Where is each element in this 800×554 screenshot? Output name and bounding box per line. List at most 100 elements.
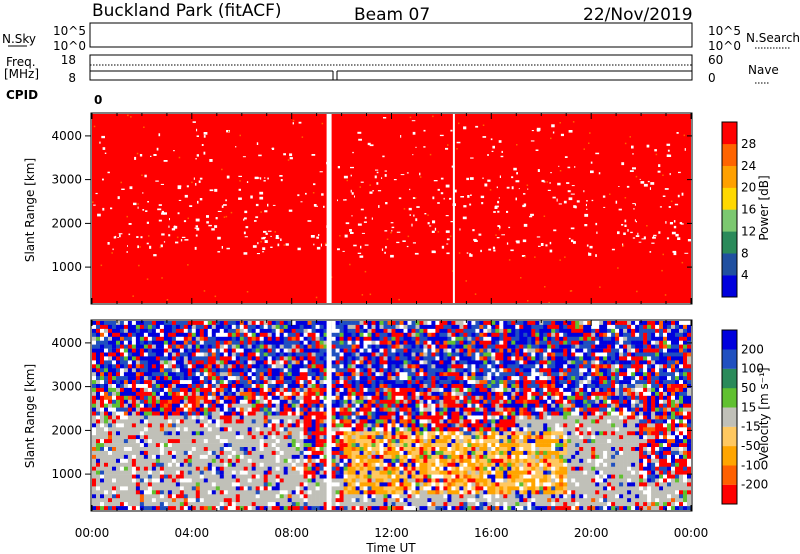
velocity-cell [207,352,213,357]
power-gap-cell [242,156,246,158]
velocity-cell [291,482,296,487]
velocity-cell [116,415,121,420]
velocity-cell [283,411,288,416]
velocity-cell [303,415,308,420]
velocity-cell [375,462,380,467]
velocity-cell [399,403,404,408]
velocity-cell [147,344,153,349]
power-gap-cell [121,188,125,190]
power-gap-cell [133,202,137,206]
power-gap-cell [221,205,224,208]
velocity-cell [403,403,408,408]
velocity-cell [295,376,300,381]
velocity-cell [275,328,280,334]
velocity-cell [239,384,245,389]
velocity-cell [191,340,197,345]
velocity-cell [235,498,241,503]
velocity-cell [259,423,264,428]
velocity-cell [319,478,324,483]
velocity-cell [407,466,412,471]
velocity-cell [195,348,201,353]
velocity-cell [351,458,356,463]
velocity-cell [307,478,312,483]
power-gap-cell [157,208,162,211]
velocity-cell [207,458,213,463]
velocity-cell [419,506,424,510]
velocity-cell [179,352,185,357]
power-gap-cell [501,234,505,236]
velocity-cell [259,458,264,463]
velocity-cell [427,336,432,341]
velocity-cell [135,458,141,463]
velocity-cell [104,482,109,487]
velocity-cell [355,486,360,491]
velocity-cell [235,450,241,456]
velocity-cell [211,454,217,460]
velocity-cell [139,470,145,475]
velocity-cell [351,502,356,507]
velocity-cell [227,328,233,334]
velocity-cell [351,360,356,365]
velocity-cell [243,344,248,349]
velocity-cell [223,328,229,334]
velocity-cell [423,443,428,448]
velocity-cell [96,372,101,377]
velocity-cell [112,368,117,373]
velocity-cell [167,431,173,436]
power-gap-cell [573,205,576,208]
velocity-cell [239,450,245,456]
velocity-cell [431,395,436,400]
velocity-cell [403,372,408,377]
velocity-cell [131,395,137,400]
power-gap-cell [406,245,409,248]
velocity-cell [239,391,245,397]
velocity-cell [151,387,157,393]
velocity-cell [271,336,276,341]
velocity-cell [215,384,221,389]
velocity-cell [427,384,432,389]
velocity-cell [315,411,320,416]
velocity-cell [116,474,121,479]
velocity-cell [319,411,324,416]
velocity-cell [403,478,408,483]
velocity-cell [371,368,376,373]
velocity-cell [163,356,169,361]
power-gap-cell [343,175,348,179]
velocity-cell [183,403,189,408]
velocity-cell [319,431,324,436]
velocity-cell [100,332,105,337]
velocity-cell [423,380,428,385]
power-gap-cell [530,140,535,142]
velocity-cell [123,482,129,487]
velocity-cell [307,348,312,353]
power-gap-cell [345,199,347,201]
velocity-cell [311,486,316,491]
velocity-cell [203,356,209,361]
velocity-cell [183,328,189,334]
velocity-cell [427,458,432,463]
velocity-cell [275,348,280,353]
velocity-cell [403,498,408,503]
velocity-cell [255,478,260,483]
velocity-cell [143,482,149,487]
velocity-cell [367,360,372,365]
velocity-cell [167,368,173,373]
velocity-cell [100,407,105,412]
velocity-cell [175,411,181,416]
power-gap-cell [270,246,273,248]
velocity-cell [227,458,233,463]
power-gap-cell [391,229,393,232]
power-gap-cell [198,180,201,183]
velocity-cell [299,336,304,341]
velocity-cell [303,403,308,408]
velocity-cell [96,458,101,463]
velocity-cell [131,478,137,483]
velocity-cell [135,411,141,416]
velocity-cell [207,486,213,491]
velocity-cell [199,348,205,353]
velocity-cell [219,336,225,341]
power-gap-cell [250,195,253,199]
velocity-cell [319,376,324,381]
velocity-cell [139,324,145,330]
velocity-cell [135,466,141,471]
